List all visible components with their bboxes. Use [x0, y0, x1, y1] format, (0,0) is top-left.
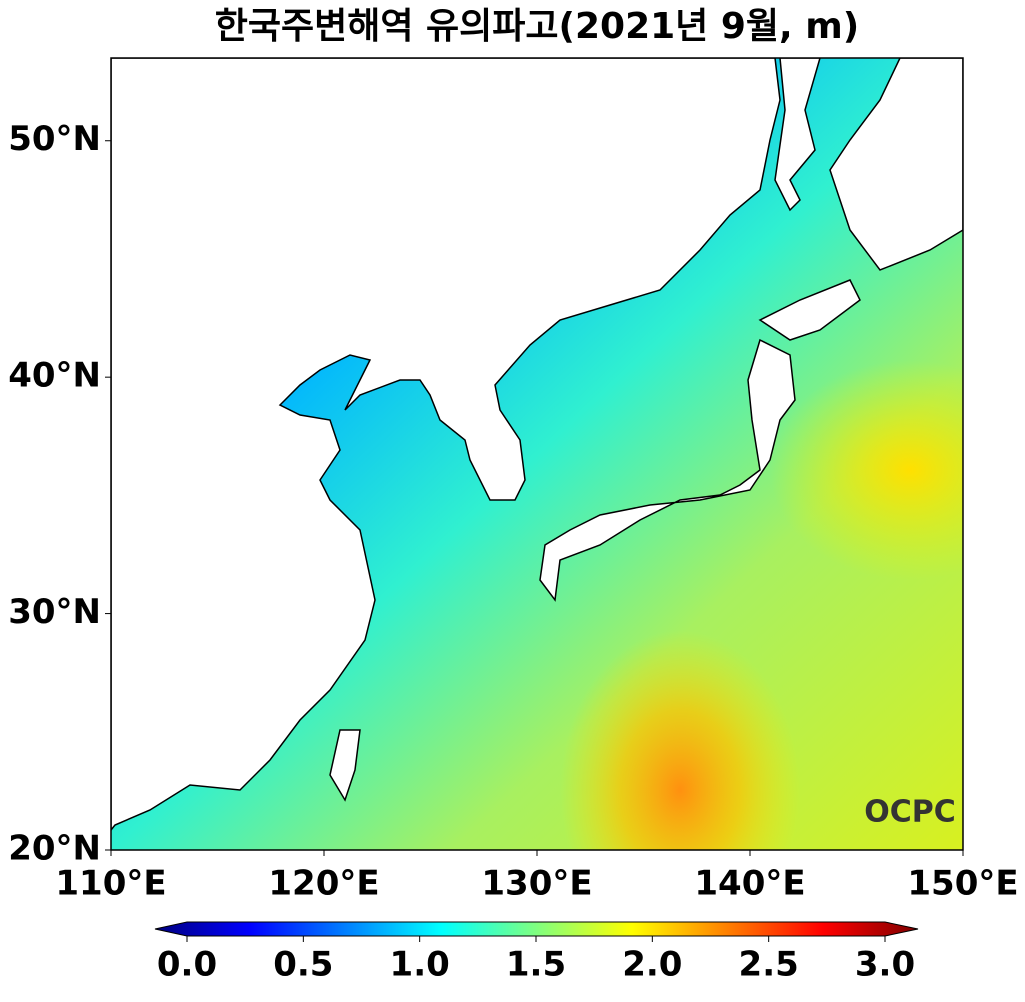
logo: OCPC: [864, 795, 956, 830]
colorbar-tick-label: 1.5: [506, 945, 566, 985]
y-tick-label: 30°N: [8, 592, 101, 632]
y-tick-label: 20°N: [8, 829, 101, 869]
colorbar-tick-label: 2.5: [739, 945, 799, 985]
colorbar-ramp: [154, 921, 919, 937]
x-tick-label: 110°E: [55, 864, 166, 904]
x-tick-label: 150°E: [907, 864, 1018, 904]
colorbar-tick-label: 0.5: [273, 945, 333, 985]
colorbar-tick-label: 2.0: [622, 945, 682, 985]
map-title: 한국주변해역 유의파고(2021년 9월, m): [215, 6, 859, 47]
colorbar: [154, 921, 919, 937]
wave-height-field: [111, 58, 963, 850]
land: [111, 58, 963, 832]
colorbar-tick-label: 3.0: [855, 945, 915, 985]
x-tick-label: 140°E: [694, 864, 805, 904]
x-tick-label: 120°E: [268, 864, 379, 904]
y-tick-label: 50°N: [8, 119, 101, 159]
colorbar-tick-label: 1.0: [390, 945, 450, 985]
colorbar-tick-label: 0.0: [157, 945, 217, 985]
y-tick-label: 40°N: [8, 356, 101, 396]
x-tick-label: 130°E: [481, 864, 592, 904]
